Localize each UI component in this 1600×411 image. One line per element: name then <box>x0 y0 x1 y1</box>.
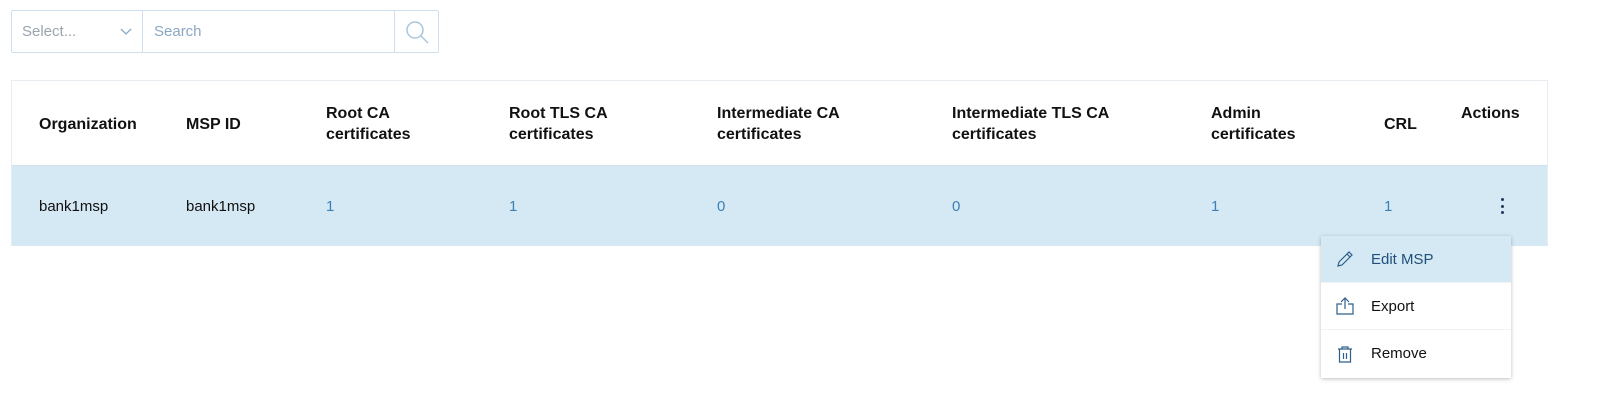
trash-icon <box>1338 345 1352 363</box>
actions-kebab-button[interactable] <box>1497 196 1507 216</box>
chevron-down-icon <box>120 28 132 35</box>
cell-root-tls-ca[interactable]: 1 <box>509 198 518 215</box>
actions-menu: Edit MSP Export Remove <box>1321 236 1511 378</box>
menu-label: Remove <box>1371 345 1427 362</box>
header-root-tls-ca: Root TLS CA certificates <box>509 105 608 143</box>
menu-label: Edit MSP <box>1371 250 1434 268</box>
select-placeholder: Select... <box>22 23 77 40</box>
cell-intermediate-tls-ca[interactable]: 0 <box>952 198 961 215</box>
filter-select[interactable]: Select... <box>12 11 143 52</box>
export-icon <box>1336 297 1354 315</box>
msp-table: Organization MSP ID Root CA certificates… <box>11 80 1548 246</box>
menu-item-edit-msp[interactable]: Edit MSP <box>1321 236 1511 283</box>
search-icon <box>405 20 429 44</box>
header-msp-id: MSP ID <box>186 116 241 133</box>
table-row: bank1msp bank1msp 1 1 0 0 1 1 <box>12 166 1547 246</box>
cell-root-ca[interactable]: 1 <box>326 198 335 215</box>
cell-organization: bank1msp <box>39 198 109 215</box>
search-input[interactable]: Search <box>143 11 395 52</box>
search-placeholder: Search <box>154 23 202 40</box>
pencil-icon <box>1337 251 1353 267</box>
search-button[interactable] <box>395 11 438 52</box>
header-organization: Organization <box>39 116 137 133</box>
cell-intermediate-ca[interactable]: 0 <box>717 198 726 215</box>
menu-label: Export <box>1371 297 1415 315</box>
cell-admin[interactable]: 1 <box>1211 198 1220 215</box>
header-intermediate-tls-ca: Intermediate TLS CA certificates <box>952 105 1109 143</box>
menu-item-export[interactable]: Export <box>1321 283 1511 330</box>
header-admin: Admin certificates <box>1211 105 1296 143</box>
cell-msp-id: bank1msp <box>186 198 256 215</box>
table-header: Organization MSP ID Root CA certificates… <box>12 81 1547 166</box>
header-root-ca: Root CA certificates <box>326 105 411 143</box>
filter-bar: Select... Search <box>11 10 439 53</box>
header-actions: Actions <box>1461 105 1520 122</box>
menu-item-remove[interactable]: Remove <box>1321 330 1511 377</box>
cell-crl[interactable]: 1 <box>1384 198 1393 215</box>
header-intermediate-ca: Intermediate CA certificates <box>717 105 840 143</box>
header-crl: CRL <box>1384 116 1417 133</box>
